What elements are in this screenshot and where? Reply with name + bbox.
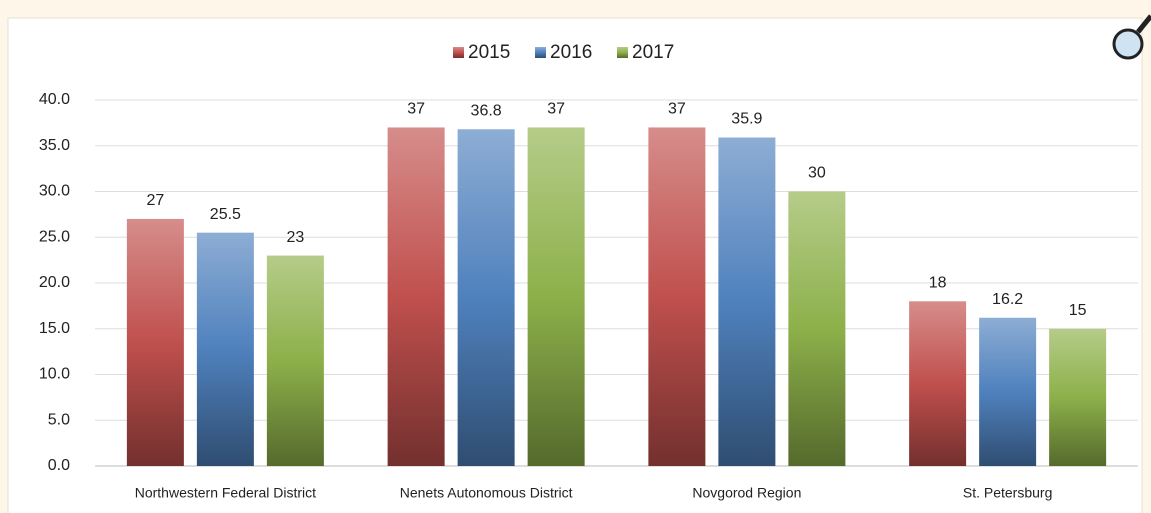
value-label: 23 [286, 229, 304, 246]
bar [457, 129, 515, 466]
value-label: 36.8 [471, 102, 502, 119]
bar [1049, 328, 1107, 466]
x-tick-label: Novgorod Region [692, 485, 801, 501]
value-label: 15 [1069, 302, 1087, 319]
y-tick-label: 15.0 [39, 320, 70, 337]
x-tick-label: Nenets Autonomous District [400, 485, 573, 501]
value-label: 35.9 [731, 111, 762, 128]
bar [979, 317, 1037, 466]
bar [909, 301, 967, 466]
legend-label: 2015 [468, 42, 510, 63]
bar [266, 255, 324, 466]
bar [196, 232, 254, 466]
x-tick-label: Northwestern Federal District [135, 485, 316, 501]
legend-swatch [617, 47, 628, 58]
bar [387, 127, 445, 466]
y-tick-label: 40.0 [39, 91, 70, 108]
x-tick-label: St. Petersburg [963, 485, 1053, 501]
bar [788, 191, 846, 466]
value-label: 37 [547, 101, 565, 118]
bar [126, 218, 184, 466]
y-tick-label: 0.0 [48, 457, 70, 474]
y-tick-label: 20.0 [39, 274, 70, 291]
y-tick-label: 5.0 [48, 411, 70, 428]
value-label: 37 [668, 101, 686, 118]
value-label: 16.2 [992, 291, 1023, 308]
value-label: 27 [146, 192, 164, 209]
bar [718, 137, 776, 466]
y-tick-label: 35.0 [39, 137, 70, 154]
legend-label: 2016 [550, 42, 592, 63]
legend-label: 2017 [632, 42, 674, 63]
value-label: 37 [407, 101, 425, 118]
y-tick-label: 25.0 [39, 228, 70, 245]
value-label: 30 [808, 165, 826, 182]
value-label: 18 [929, 275, 947, 292]
legend-swatch [453, 47, 464, 58]
magnifier-icon [1112, 14, 1151, 60]
bar [527, 127, 585, 466]
y-tick-label: 30.0 [39, 183, 70, 200]
legend-swatch [535, 47, 546, 58]
value-label: 25.5 [210, 206, 241, 223]
y-tick-label: 10.0 [39, 366, 70, 383]
bar [648, 127, 706, 466]
